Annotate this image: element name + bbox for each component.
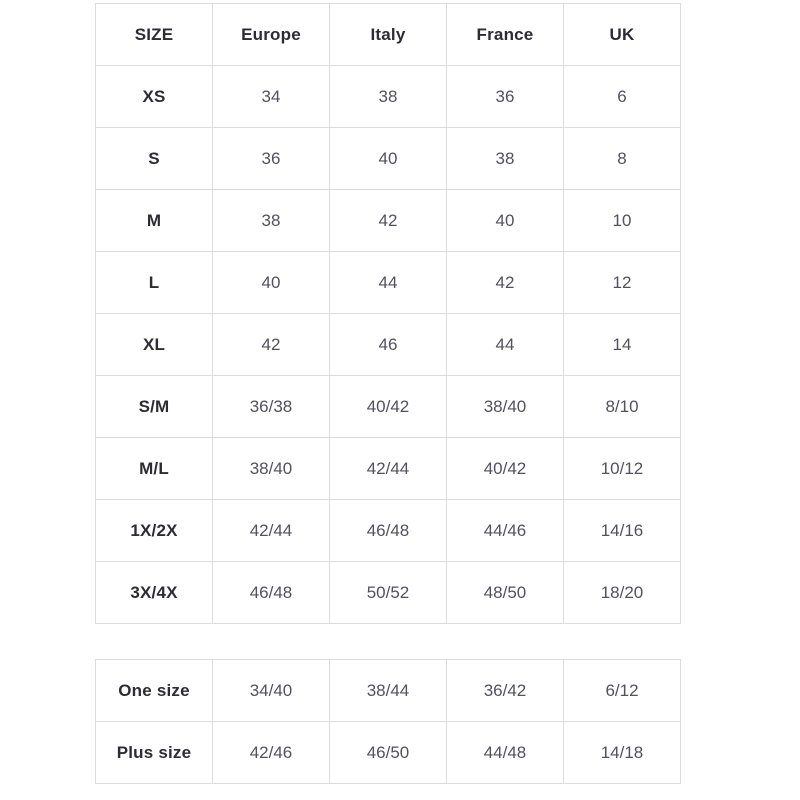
value-cell-france: 40 (446, 189, 564, 252)
table-row: XL 42 46 44 14 (95, 313, 681, 376)
value-cell-france: 36/42 (446, 659, 564, 722)
value-cell-italy: 46/50 (329, 721, 447, 784)
value-cell-europe: 42/46 (212, 721, 330, 784)
value-cell-uk: 8/10 (563, 375, 681, 438)
size-chart-header: SIZE Europe Italy France UK (95, 3, 681, 66)
value-cell-europe: 34 (212, 65, 330, 128)
table-row: M 38 42 40 10 (95, 189, 681, 252)
value-cell-italy: 46/48 (329, 499, 447, 562)
header-cell-europe: Europe (212, 3, 330, 66)
value-cell-italy: 50/52 (329, 561, 447, 624)
header-cell-france: France (446, 3, 564, 66)
value-cell-france: 42 (446, 251, 564, 314)
table-row: XS 34 38 36 6 (95, 65, 681, 128)
value-cell-europe: 36 (212, 127, 330, 190)
value-cell-italy: 38/44 (329, 659, 447, 722)
size-label-cell: S (95, 127, 213, 190)
header-cell-italy: Italy (329, 3, 447, 66)
value-cell-uk: 8 (563, 127, 681, 190)
table-row: S 36 40 38 8 (95, 127, 681, 190)
header-cell-uk: UK (563, 3, 681, 66)
table-row: S/M 36/38 40/42 38/40 8/10 (95, 375, 681, 438)
value-cell-italy: 46 (329, 313, 447, 376)
table-row: Plus size 42/46 46/50 44/48 14/18 (95, 721, 681, 784)
value-cell-europe: 42 (212, 313, 330, 376)
value-cell-france: 36 (446, 65, 564, 128)
value-cell-italy: 44 (329, 251, 447, 314)
size-label-cell: XS (95, 65, 213, 128)
value-cell-uk: 12 (563, 251, 681, 314)
value-cell-france: 44 (446, 313, 564, 376)
special-sizes-table: One size 34/40 38/44 36/42 6/12 Plus siz… (95, 659, 681, 784)
size-conversion-section: SIZE Europe Italy France UK XS 34 38 36 … (95, 3, 681, 784)
size-label-cell: One size (95, 659, 213, 722)
value-cell-italy: 40 (329, 127, 447, 190)
value-cell-france: 38 (446, 127, 564, 190)
header-row: SIZE Europe Italy France UK (95, 3, 681, 66)
size-label-cell: 3X/4X (95, 561, 213, 624)
value-cell-europe: 36/38 (212, 375, 330, 438)
value-cell-italy: 42 (329, 189, 447, 252)
size-label-cell: Plus size (95, 721, 213, 784)
value-cell-europe: 40 (212, 251, 330, 314)
value-cell-italy: 38 (329, 65, 447, 128)
value-cell-europe: 38/40 (212, 437, 330, 500)
value-cell-europe: 38 (212, 189, 330, 252)
value-cell-europe: 46/48 (212, 561, 330, 624)
value-cell-europe: 42/44 (212, 499, 330, 562)
value-cell-france: 40/42 (446, 437, 564, 500)
size-label-cell: L (95, 251, 213, 314)
table-row: L 40 44 42 12 (95, 251, 681, 314)
size-chart-table: SIZE Europe Italy France UK XS 34 38 36 … (95, 3, 681, 624)
table-row: M/L 38/40 42/44 40/42 10/12 (95, 437, 681, 500)
value-cell-france: 38/40 (446, 375, 564, 438)
value-cell-uk: 14/18 (563, 721, 681, 784)
value-cell-italy: 40/42 (329, 375, 447, 438)
value-cell-europe: 34/40 (212, 659, 330, 722)
value-cell-uk: 18/20 (563, 561, 681, 624)
size-label-cell: XL (95, 313, 213, 376)
value-cell-uk: 10/12 (563, 437, 681, 500)
size-label-cell: M (95, 189, 213, 252)
value-cell-uk: 10 (563, 189, 681, 252)
table-row: 1X/2X 42/44 46/48 44/46 14/16 (95, 499, 681, 562)
value-cell-uk: 6/12 (563, 659, 681, 722)
value-cell-italy: 42/44 (329, 437, 447, 500)
size-label-cell: M/L (95, 437, 213, 500)
size-label-cell: 1X/2X (95, 499, 213, 562)
value-cell-uk: 14/16 (563, 499, 681, 562)
value-cell-france: 48/50 (446, 561, 564, 624)
value-cell-uk: 6 (563, 65, 681, 128)
size-label-cell: S/M (95, 375, 213, 438)
table-row: 3X/4X 46/48 50/52 48/50 18/20 (95, 561, 681, 624)
value-cell-france: 44/46 (446, 499, 564, 562)
value-cell-france: 44/48 (446, 721, 564, 784)
header-cell-size: SIZE (95, 3, 213, 66)
table-row: One size 34/40 38/44 36/42 6/12 (95, 659, 681, 722)
value-cell-uk: 14 (563, 313, 681, 376)
